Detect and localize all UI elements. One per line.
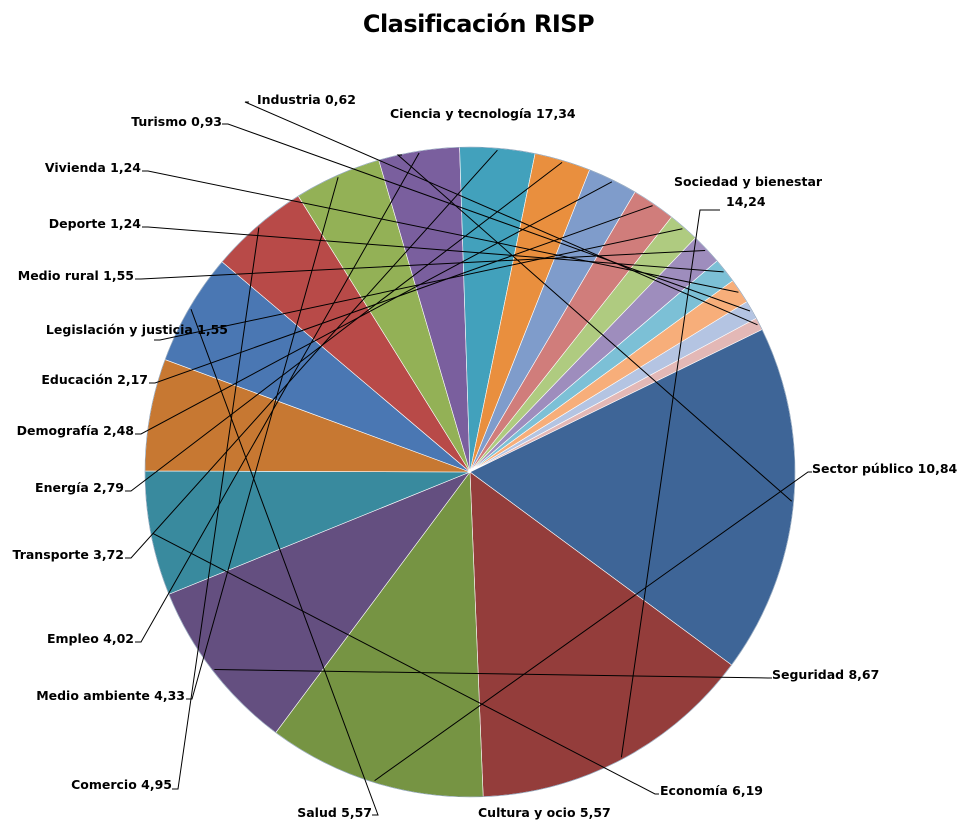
leader-line: [396, 154, 793, 502]
slice-label: Economía 6,19: [660, 783, 763, 798]
slice-label: Industria 0,62: [257, 92, 356, 107]
leader-line: [142, 226, 724, 273]
leader-line: [154, 228, 683, 341]
slice-label: Cultura y ocio 5,57: [478, 805, 611, 820]
slice-label: Vivienda 1,24: [45, 160, 141, 175]
leader-line: [152, 532, 659, 795]
slice-label: Legislación y justicia 1,55: [46, 322, 228, 337]
slice-label: Deporte 1,24: [49, 216, 142, 231]
leader-line: [222, 123, 751, 312]
slice-label: Empleo 4,02: [47, 631, 134, 646]
leader-line: [125, 162, 563, 492]
slice-label: Comercio 4,95: [71, 777, 172, 792]
pie-outline: [144, 146, 796, 798]
leader-line: [135, 250, 706, 280]
slice-label: Ciencia y tecnología 17,34: [390, 106, 576, 121]
leader-line: [125, 149, 498, 559]
leader-line: [214, 669, 772, 679]
slice-label: Energía 2,79: [35, 480, 124, 495]
slice-label: Transporte 3,72: [13, 547, 124, 562]
slice-label: Sociedad y bienestar 14,24: [674, 174, 823, 209]
leader-line: [620, 209, 720, 758]
slice-label: Turismo 0,93: [131, 114, 222, 129]
leader-line: [149, 205, 653, 384]
leader-line: [135, 152, 420, 643]
slice-label: Educación 2,17: [41, 372, 148, 387]
leader-line: [142, 170, 739, 293]
slice-label: Medio rural 1,55: [18, 268, 134, 283]
leader-line: [374, 471, 812, 782]
leader-line: [186, 177, 339, 700]
slice-label: Sector público 10,84: [812, 461, 957, 476]
slice-label: Medio ambiente 4,33: [36, 688, 185, 703]
chart-title: Clasificación RISP: [362, 10, 595, 38]
slice-label: Salud 5,57: [297, 805, 372, 820]
leader-line: [190, 309, 379, 816]
slice-label: Demografía 2,48: [17, 423, 134, 438]
leader-line: [135, 181, 613, 435]
slice-label: Seguridad 8,67: [772, 667, 879, 682]
leader-line: [244, 101, 758, 326]
